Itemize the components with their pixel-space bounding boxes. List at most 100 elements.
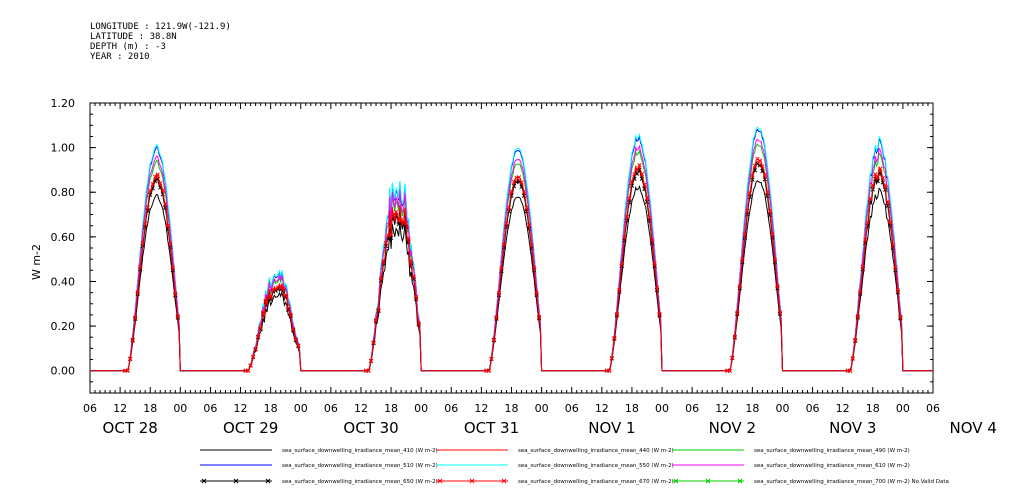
plot-frame (89, 102, 934, 394)
legend-label: sea_surface_downwelling_irradiance_mean_… (754, 448, 910, 454)
x-day-label: OCT 30 (343, 419, 398, 437)
series-line (90, 162, 933, 372)
y-axis-label: W m-2 (30, 244, 43, 280)
series-marker (627, 196, 632, 201)
series-marker (737, 284, 742, 289)
year-label: YEAR : 2010 (90, 52, 150, 62)
x-day-label: NOV 2 (709, 419, 756, 437)
depth-label: DEPTH (m) : -3 (90, 42, 166, 52)
latitude-label: LATITUDE : 38.8N (90, 32, 177, 42)
series-marker (168, 242, 173, 247)
series-marker (283, 292, 288, 298)
series-marker (860, 264, 865, 270)
series-marker (629, 179, 635, 184)
series-marker (745, 208, 750, 214)
series-marker (875, 174, 880, 179)
series-marker (762, 172, 768, 177)
series-marker (160, 188, 165, 193)
x-tick-label: 18 (745, 402, 759, 415)
x-tick-label: 12 (474, 402, 488, 415)
series-marker (414, 295, 419, 300)
x-tick-label: 12 (234, 402, 248, 415)
series-marker (634, 166, 640, 172)
legend-marker (437, 478, 443, 484)
series-marker (263, 298, 268, 303)
series-marker (376, 307, 381, 312)
series-marker (755, 156, 760, 162)
series-marker (286, 306, 291, 311)
series-marker (288, 312, 293, 317)
legend-label: sea_surface_downwelling_irradiance_mean_… (282, 448, 438, 454)
series-marker (858, 289, 863, 294)
series-marker (398, 217, 404, 223)
metadata-header: LONGITUDE : 121.9W(-121.9) LATITUDE : 38… (90, 22, 231, 62)
series-marker (296, 343, 301, 348)
x-tick-label: 06 (565, 402, 579, 415)
series-line (90, 180, 933, 372)
series-marker (383, 240, 389, 246)
series-marker (366, 368, 371, 373)
series-marker (173, 291, 178, 296)
series-marker (607, 368, 612, 373)
series-marker (888, 220, 893, 225)
series-marker (614, 312, 620, 317)
series-marker (622, 235, 627, 240)
series-marker (536, 314, 542, 320)
legend-marker (737, 478, 743, 484)
x-tick-label: 06 (926, 402, 940, 415)
x-tick-label: 00 (775, 402, 789, 415)
series-marker (534, 290, 539, 296)
x-tick-label: 18 (264, 402, 278, 415)
y-tick-label: 0.80 (51, 186, 76, 199)
x-tick-label: 18 (625, 402, 639, 415)
series-marker (644, 195, 650, 201)
series-marker (898, 314, 903, 320)
series-marker (777, 310, 783, 315)
series-marker (411, 274, 416, 280)
series-marker (865, 220, 870, 225)
x-tick-label: 00 (173, 402, 187, 415)
x-tick-label: 06 (444, 402, 458, 415)
x-tick-label: 06 (203, 402, 217, 415)
series-marker (895, 288, 901, 293)
series-marker (416, 321, 421, 326)
series-marker (135, 289, 140, 295)
series-marker (130, 337, 135, 342)
series-marker (848, 368, 853, 373)
plot-lines (90, 126, 933, 373)
series-marker (732, 334, 737, 339)
series-marker (148, 188, 153, 193)
x-tick-label: 06 (83, 402, 97, 415)
x-tick-label: 18 (866, 402, 880, 415)
series-marker (496, 291, 502, 296)
series-marker (150, 181, 155, 187)
series-marker (617, 287, 622, 292)
series-marker (612, 335, 617, 341)
series-marker (403, 221, 409, 226)
series-marker (850, 356, 855, 361)
series-marker (371, 340, 376, 345)
series-marker (165, 223, 170, 228)
y-tick-label: 0.40 (51, 275, 76, 288)
series-marker (170, 265, 175, 270)
series-marker (386, 233, 391, 238)
x-tick-label: 00 (414, 402, 428, 415)
series-marker (381, 259, 386, 264)
x-day-label: OCT 31 (464, 419, 519, 437)
chart-axes: 0.00 0.20 0.40 0.60 0.80 1.00 1.20 06 12 18 00 06 12… (51, 97, 997, 437)
series-marker (890, 242, 896, 248)
series-marker (509, 189, 514, 194)
y-tick-label: 1.20 (51, 97, 76, 110)
series-marker (368, 358, 374, 363)
x-tick-label: 12 (836, 402, 850, 415)
series-marker (883, 183, 888, 188)
legend-label: sea_surface_downwelling_irradiance_mean_… (754, 479, 949, 485)
series-marker (757, 158, 763, 163)
series-marker (870, 183, 875, 188)
series-marker (624, 214, 630, 220)
legend-marker (501, 478, 507, 484)
series-marker (516, 175, 522, 180)
series-marker (258, 326, 263, 331)
x-tick-label: 18 (505, 402, 519, 415)
series-marker (291, 327, 296, 332)
